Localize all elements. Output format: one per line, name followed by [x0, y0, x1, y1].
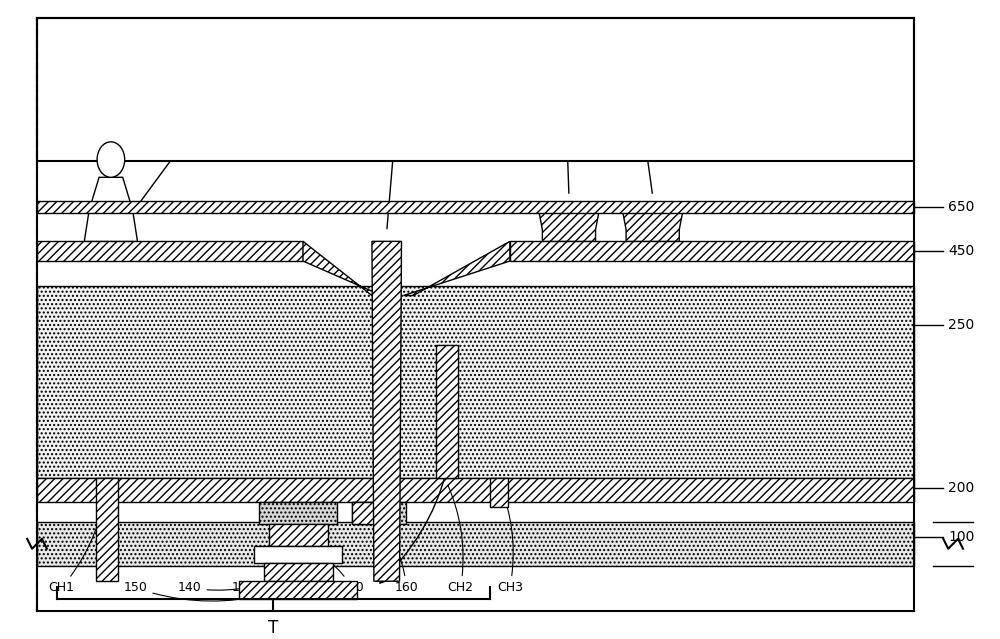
Bar: [37, 201, 914, 213]
Bar: [352, 502, 392, 524]
Bar: [37, 242, 303, 261]
Text: CH2: CH2: [448, 485, 474, 594]
Polygon shape: [372, 242, 401, 581]
Polygon shape: [537, 204, 600, 242]
Text: 200: 200: [948, 481, 974, 495]
Bar: [259, 502, 337, 524]
Text: 110: 110: [286, 522, 310, 594]
Bar: [37, 478, 914, 502]
Polygon shape: [303, 242, 382, 295]
Bar: [269, 524, 328, 546]
Text: 140: 140: [178, 578, 281, 594]
Polygon shape: [84, 177, 137, 242]
Text: 100: 100: [948, 530, 975, 544]
Text: 500: 500: [113, 86, 208, 156]
Bar: [239, 581, 357, 599]
Bar: [37, 286, 914, 478]
Text: 250: 250: [948, 318, 974, 332]
Text: 130: 130: [232, 560, 296, 594]
Bar: [510, 242, 914, 261]
Polygon shape: [403, 242, 510, 295]
Text: 600: 600: [620, 47, 652, 193]
Ellipse shape: [97, 142, 125, 177]
Text: 450: 450: [948, 244, 974, 258]
Text: 650: 650: [948, 200, 975, 214]
Polygon shape: [621, 204, 684, 242]
Bar: [264, 564, 333, 581]
Text: T: T: [268, 619, 279, 636]
Text: 550: 550: [551, 47, 577, 193]
Text: 400: 400: [127, 121, 208, 219]
Text: CH3: CH3: [497, 485, 523, 594]
Text: 120: 120: [301, 542, 364, 594]
Bar: [37, 522, 914, 566]
Text: 300: 300: [387, 50, 415, 229]
Bar: [490, 478, 508, 507]
Bar: [96, 478, 118, 581]
Text: CH1: CH1: [49, 486, 107, 594]
Bar: [254, 546, 342, 564]
Bar: [37, 18, 914, 160]
Bar: [436, 345, 458, 478]
Bar: [352, 502, 406, 524]
Text: 160: 160: [381, 521, 418, 594]
Text: 150: 150: [124, 581, 266, 601]
